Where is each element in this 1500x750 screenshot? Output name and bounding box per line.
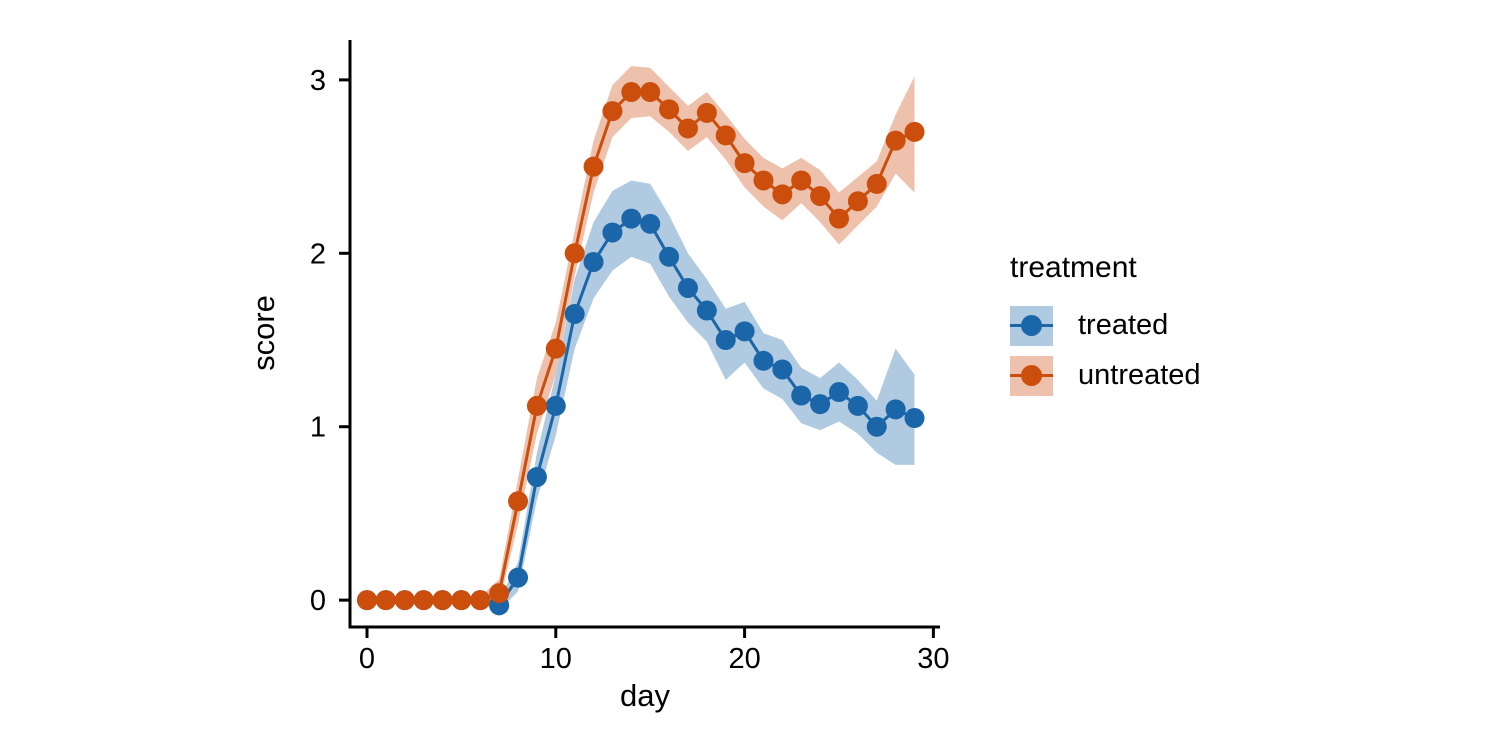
point-untreated — [432, 590, 453, 611]
point-untreated — [602, 101, 623, 122]
y-axis-title: score — [246, 295, 281, 371]
x-tick-label: 30 — [917, 643, 949, 675]
legend-title: treatment — [1010, 251, 1137, 284]
point-untreated — [753, 170, 774, 191]
point-untreated — [677, 118, 698, 139]
point-untreated — [640, 82, 661, 103]
point-treated — [753, 350, 774, 371]
legend-key-swatch — [1010, 355, 1053, 396]
line-untreated — [366, 90, 916, 602]
point-untreated — [470, 590, 491, 611]
y-tick-label: 3 — [310, 65, 326, 97]
legend-key-dot-icon — [1021, 315, 1042, 336]
legend-item-untreated: untreated — [1010, 355, 1201, 396]
point-untreated — [810, 186, 831, 207]
point-untreated — [791, 170, 812, 191]
point-treated — [904, 408, 925, 429]
point-untreated — [375, 590, 396, 611]
point-untreated — [715, 125, 736, 146]
y-tick-label: 0 — [310, 585, 326, 617]
point-untreated — [696, 102, 717, 123]
legend-key-dot-icon — [1021, 365, 1042, 386]
point-untreated — [489, 583, 510, 604]
point-treated — [847, 395, 868, 416]
point-treated — [564, 303, 585, 324]
point-untreated — [394, 590, 415, 611]
point-untreated — [583, 156, 604, 177]
point-untreated — [356, 590, 377, 611]
point-untreated — [451, 590, 472, 611]
point-untreated — [772, 184, 793, 205]
point-untreated — [413, 590, 434, 611]
x-tick-label: 10 — [540, 643, 572, 675]
legend-item-treated: treated — [1010, 305, 1201, 346]
y-tick-label: 2 — [310, 238, 326, 270]
legend: treatment treated untreated — [1010, 252, 1201, 406]
point-treated — [640, 213, 661, 234]
point-untreated — [564, 243, 585, 264]
point-treated — [677, 277, 698, 298]
point-untreated — [885, 130, 906, 151]
ribbon-untreated — [366, 66, 915, 604]
point-treated — [810, 394, 831, 415]
point-untreated — [659, 99, 680, 120]
x-tick-label: 0 — [359, 643, 375, 675]
legend-label-treated: treated — [1078, 309, 1169, 341]
point-untreated — [621, 82, 642, 103]
point-untreated — [734, 153, 755, 174]
point-treated — [526, 466, 547, 487]
point-treated — [508, 567, 529, 588]
point-treated — [866, 416, 887, 437]
point-treated — [696, 300, 717, 321]
legend-key-swatch — [1010, 305, 1053, 346]
point-untreated — [828, 208, 849, 229]
point-treated — [659, 246, 680, 267]
point-treated — [734, 321, 755, 342]
point-untreated — [866, 173, 887, 194]
point-treated — [828, 382, 849, 403]
point-treated — [772, 359, 793, 380]
x-tick-label: 20 — [728, 643, 760, 675]
point-treated — [791, 385, 812, 406]
point-treated — [885, 399, 906, 420]
point-untreated — [508, 491, 529, 512]
x-axis-title: day — [620, 678, 670, 713]
point-treated — [545, 395, 566, 416]
axis-lines — [348, 40, 940, 629]
point-treated — [621, 208, 642, 229]
point-untreated — [526, 395, 547, 416]
point-untreated — [904, 121, 925, 142]
point-treated — [715, 330, 736, 351]
point-treated — [583, 251, 604, 272]
point-untreated — [847, 191, 868, 212]
chart-plot: 0 10 20 30 0 1 2 3 — [310, 40, 950, 675]
legend-label-untreated: untreated — [1078, 359, 1201, 391]
point-treated — [602, 222, 623, 243]
point-untreated — [545, 338, 566, 359]
y-tick-label: 1 — [310, 412, 326, 444]
